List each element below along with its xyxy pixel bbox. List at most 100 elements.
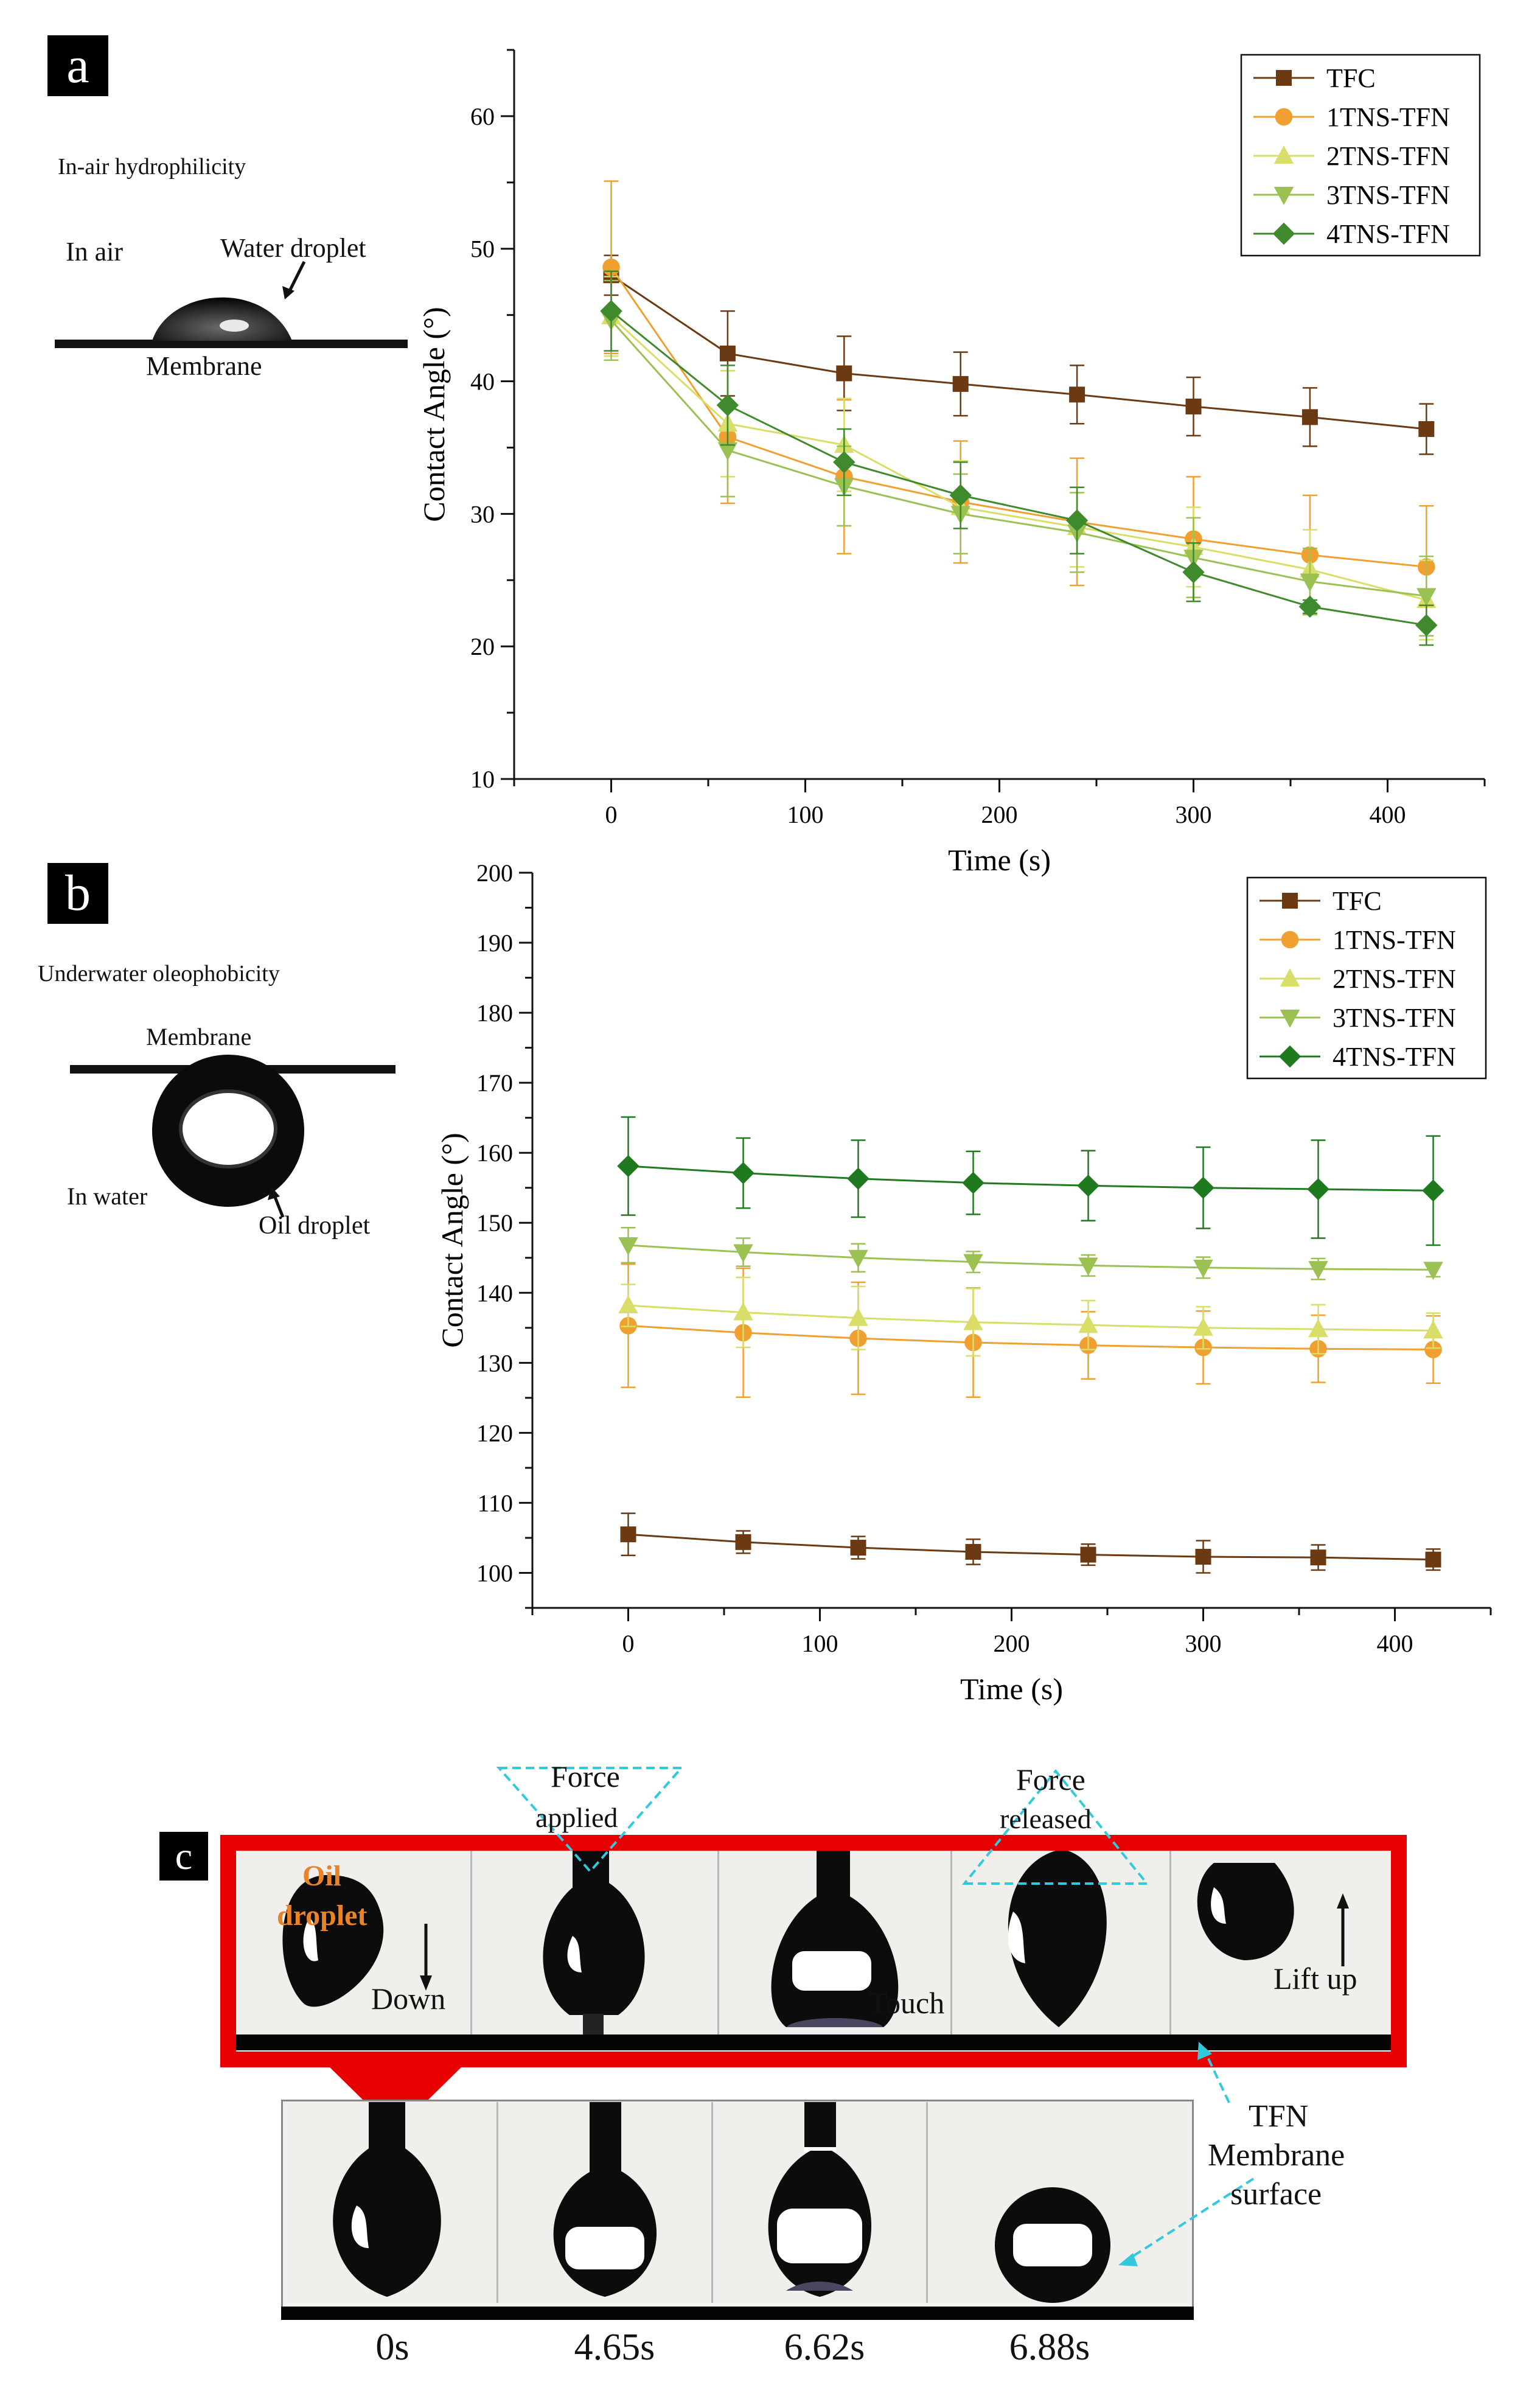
chart-a-series-4 [600, 270, 1438, 646]
chart-b-ytick-label: 130 [476, 1349, 513, 1377]
chart-b-ytick-label: 110 [477, 1489, 513, 1517]
chart-a-legend-label: 2TNS-TFN [1326, 141, 1450, 171]
chart-a-xtick-label: 300 [1176, 801, 1212, 828]
chart-a-point [719, 345, 736, 361]
chart-a-point [952, 375, 969, 392]
chart-a-point [1185, 398, 1202, 414]
droplet-word: droplet [277, 1899, 368, 1932]
chart-a-ytick-label: 40 [470, 368, 495, 396]
chart-b-legend: TFC 1TNS-TFN 2TNS-TFN 3TNS-TFN 4TNS-TFN [1246, 876, 1487, 1080]
chart-b-series-3 [618, 1227, 1443, 1280]
chart-a-ytick-label: 60 [470, 103, 495, 130]
force-released-word-2: released [1000, 1803, 1092, 1834]
chart-a: 10 20 30 40 50 60 0 100 200 300 400 Time (s) Contact… [417, 49, 1486, 877]
frame-force-released [952, 1851, 1171, 2034]
chart-b-legend-label: 1TNS-TFN [1333, 925, 1456, 955]
chart-b-point [848, 1307, 868, 1326]
time-label-4-65s: 4.65s [574, 2327, 655, 2368]
chart-b-point [1425, 1551, 1441, 1568]
tfn-label-line-2: Membrane [1208, 2138, 1345, 2173]
chart-a-xlabel: Time (s) [948, 843, 1051, 877]
panel-a-letter: a [47, 35, 108, 96]
chart-b-point [1422, 1179, 1444, 1202]
chart-b-point [962, 1172, 984, 1194]
water-droplet-illustration [55, 260, 408, 348]
water-droplet-shape [152, 297, 292, 341]
chart-b-point [963, 1254, 983, 1273]
chart-b-point [735, 1534, 751, 1550]
tfn-label-line-1: TFN [1249, 2099, 1309, 2134]
chart-a-legend-label: 3TNS-TFN [1326, 180, 1450, 210]
chart-b-legend-label: TFC [1333, 886, 1382, 916]
panel-a-heading: In-air hydrophilicity [58, 154, 246, 180]
chart-b-ytick-label: 140 [476, 1279, 513, 1307]
chart-b-line-3 [628, 1244, 1434, 1271]
lower-membrane-bar [281, 2307, 1194, 2320]
chart-b-xtick-label: 100 [802, 1630, 838, 1657]
chart-b-line-0 [628, 1533, 1434, 1561]
chart-a-line-4 [610, 310, 1427, 626]
chart-b-ytick-label: 180 [476, 999, 513, 1027]
chart-a-line-0 [610, 274, 1427, 430]
chart-b-point [617, 1154, 639, 1178]
frame-force-applied [472, 1851, 719, 2034]
chart-b-point [1308, 1261, 1328, 1280]
chart-b-point [1423, 1262, 1443, 1280]
touch-label: Touch [869, 1986, 945, 2020]
chart-a-point [1300, 573, 1320, 592]
chart-a-point [1416, 588, 1437, 607]
chart-a-point [1298, 595, 1322, 618]
chart-b-point [1423, 1320, 1443, 1339]
chart-b-line-1 [628, 1324, 1434, 1350]
chart-b-legend-label: 2TNS-TFN [1333, 964, 1456, 994]
chart-b-point [1307, 1178, 1329, 1201]
water-droplet-label: Water droplet [220, 233, 366, 263]
chart-a-legend-marker [1273, 145, 1294, 164]
chart-a-point [1069, 386, 1085, 403]
chart-b-legend-label: 3TNS-TFN [1333, 1003, 1456, 1033]
chart-b-ytick-label: 200 [476, 859, 513, 887]
force-applied-word-2: applied [535, 1802, 618, 1833]
chart-b-xlabel: Time (s) [960, 1672, 1063, 1706]
chart-a-legend-label: 4TNS-TFN [1326, 219, 1450, 249]
frame-down [236, 1851, 472, 2034]
membrane-label-a: Membrane [146, 351, 262, 381]
time-label-0s: 0s [375, 2327, 409, 2368]
chart-a-point [1301, 409, 1318, 425]
chart-b-ytick-label: 120 [476, 1419, 513, 1447]
force-applied-word-1: Force [551, 1759, 620, 1793]
chart-b-point [620, 1526, 636, 1543]
chart-b-legend-marker [1280, 1010, 1300, 1028]
chart-a-legend-marker [1276, 70, 1292, 86]
chart-a-xtick-label: 200 [981, 801, 1018, 828]
chart-b-xtick-label: 400 [1377, 1630, 1413, 1657]
chart-a-line-2 [610, 315, 1427, 601]
chart-b-point [1310, 1549, 1326, 1566]
down-label: Down [371, 1982, 446, 2016]
tfn-label-line-3: surface [1230, 2177, 1322, 2212]
chart-b-legend-marker [1280, 968, 1300, 987]
chart-b-point [732, 1162, 754, 1184]
membrane-line-a [55, 340, 408, 348]
chart-a-point [1065, 509, 1089, 532]
chart-a-ytick-label: 20 [470, 633, 495, 660]
chart-b-line-2 [628, 1304, 1434, 1332]
chart-b-series-2 [618, 1276, 1443, 1357]
chart-b-xtick-label: 300 [1185, 1630, 1222, 1657]
chart-b-point [1192, 1176, 1214, 1199]
chart-b-series-4 [617, 1116, 1444, 1246]
chart-a-point [1415, 614, 1438, 637]
chart-b-point [1078, 1315, 1098, 1333]
chart-a-legend: TFC 1TNS-TFN 2TNS-TFN 3TNS-TFN 4TNS-TFN [1240, 54, 1481, 257]
force-released-word-1: Force [1016, 1762, 1085, 1797]
frame-4-65s [498, 2102, 713, 2303]
chart-b-legend-label: 4TNS-TFN [1333, 1042, 1456, 1072]
oil-droplet-illustration [70, 1055, 395, 1218]
chart-b-point [1080, 1546, 1096, 1563]
chart-a-line-3 [610, 320, 1427, 597]
chart-b-point [965, 1543, 981, 1560]
chart-a-line-1 [610, 267, 1427, 568]
chart-b-point [1308, 1319, 1328, 1338]
chart-a-ytick-label: 50 [470, 236, 495, 263]
force-indicators [496, 1767, 1150, 1885]
